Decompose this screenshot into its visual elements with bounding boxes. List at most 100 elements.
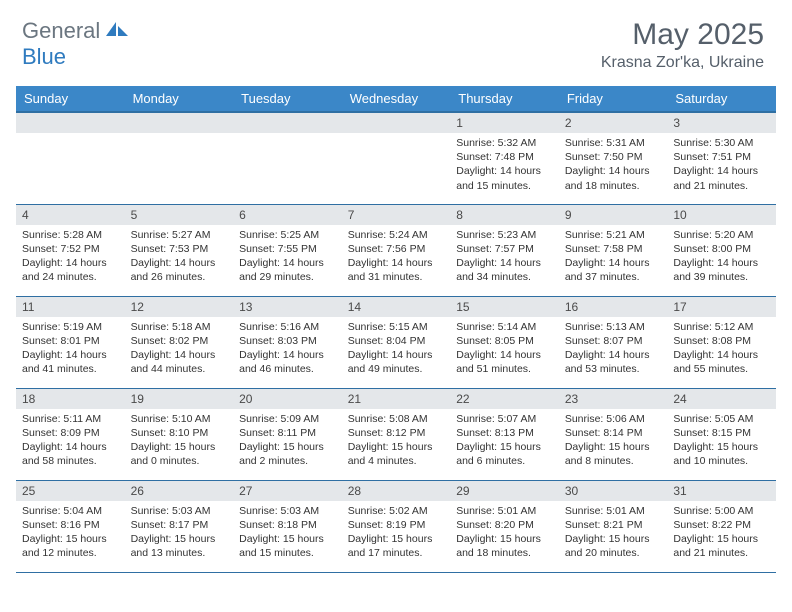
day-number: 3 bbox=[667, 113, 776, 133]
day-number: 4 bbox=[16, 205, 125, 225]
day-details: Sunrise: 5:03 AMSunset: 8:17 PMDaylight:… bbox=[125, 501, 234, 567]
day-details bbox=[16, 133, 125, 142]
day-cell: 22Sunrise: 5:07 AMSunset: 8:13 PMDayligh… bbox=[450, 388, 559, 480]
logo-text-general: General bbox=[22, 18, 100, 44]
day-details: Sunrise: 5:31 AMSunset: 7:50 PMDaylight:… bbox=[559, 133, 668, 199]
weekday-header: Friday bbox=[559, 86, 668, 112]
calendar-table: SundayMondayTuesdayWednesdayThursdayFrid… bbox=[16, 86, 776, 573]
day-details: Sunrise: 5:04 AMSunset: 8:16 PMDaylight:… bbox=[16, 501, 125, 567]
day-cell: 14Sunrise: 5:15 AMSunset: 8:04 PMDayligh… bbox=[342, 296, 451, 388]
day-number: 19 bbox=[125, 389, 234, 409]
day-cell: 21Sunrise: 5:08 AMSunset: 8:12 PMDayligh… bbox=[342, 388, 451, 480]
day-details bbox=[342, 133, 451, 142]
day-number: 15 bbox=[450, 297, 559, 317]
day-number: 29 bbox=[450, 481, 559, 501]
day-number: 17 bbox=[667, 297, 776, 317]
calendar-row: 1Sunrise: 5:32 AMSunset: 7:48 PMDaylight… bbox=[16, 112, 776, 204]
day-number: 27 bbox=[233, 481, 342, 501]
day-cell: 20Sunrise: 5:09 AMSunset: 8:11 PMDayligh… bbox=[233, 388, 342, 480]
day-details: Sunrise: 5:16 AMSunset: 8:03 PMDaylight:… bbox=[233, 317, 342, 383]
logo-blue-wrap: Blue bbox=[22, 44, 66, 70]
day-number: 30 bbox=[559, 481, 668, 501]
day-details: Sunrise: 5:14 AMSunset: 8:05 PMDaylight:… bbox=[450, 317, 559, 383]
day-number: 7 bbox=[342, 205, 451, 225]
day-cell: 3Sunrise: 5:30 AMSunset: 7:51 PMDaylight… bbox=[667, 112, 776, 204]
day-details: Sunrise: 5:03 AMSunset: 8:18 PMDaylight:… bbox=[233, 501, 342, 567]
day-cell: 12Sunrise: 5:18 AMSunset: 8:02 PMDayligh… bbox=[125, 296, 234, 388]
day-details: Sunrise: 5:27 AMSunset: 7:53 PMDaylight:… bbox=[125, 225, 234, 291]
month-title: May 2025 bbox=[601, 18, 764, 52]
day-details: Sunrise: 5:05 AMSunset: 8:15 PMDaylight:… bbox=[667, 409, 776, 475]
day-details: Sunrise: 5:00 AMSunset: 8:22 PMDaylight:… bbox=[667, 501, 776, 567]
day-number: 25 bbox=[16, 481, 125, 501]
day-number: 14 bbox=[342, 297, 451, 317]
day-cell: 15Sunrise: 5:14 AMSunset: 8:05 PMDayligh… bbox=[450, 296, 559, 388]
day-number bbox=[342, 113, 451, 133]
empty-cell bbox=[233, 112, 342, 204]
calendar-row: 18Sunrise: 5:11 AMSunset: 8:09 PMDayligh… bbox=[16, 388, 776, 480]
day-details: Sunrise: 5:11 AMSunset: 8:09 PMDaylight:… bbox=[16, 409, 125, 475]
day-number: 6 bbox=[233, 205, 342, 225]
calendar-row: 4Sunrise: 5:28 AMSunset: 7:52 PMDaylight… bbox=[16, 204, 776, 296]
day-details: Sunrise: 5:24 AMSunset: 7:56 PMDaylight:… bbox=[342, 225, 451, 291]
day-number: 12 bbox=[125, 297, 234, 317]
day-details: Sunrise: 5:13 AMSunset: 8:07 PMDaylight:… bbox=[559, 317, 668, 383]
day-number: 18 bbox=[16, 389, 125, 409]
day-details: Sunrise: 5:28 AMSunset: 7:52 PMDaylight:… bbox=[16, 225, 125, 291]
empty-cell bbox=[16, 112, 125, 204]
empty-cell bbox=[125, 112, 234, 204]
day-number: 2 bbox=[559, 113, 668, 133]
day-details: Sunrise: 5:21 AMSunset: 7:58 PMDaylight:… bbox=[559, 225, 668, 291]
day-details: Sunrise: 5:19 AMSunset: 8:01 PMDaylight:… bbox=[16, 317, 125, 383]
day-details: Sunrise: 5:01 AMSunset: 8:21 PMDaylight:… bbox=[559, 501, 668, 567]
location: Krasna Zor'ka, Ukraine bbox=[601, 54, 764, 72]
day-number: 24 bbox=[667, 389, 776, 409]
day-cell: 18Sunrise: 5:11 AMSunset: 8:09 PMDayligh… bbox=[16, 388, 125, 480]
logo-text-blue: Blue bbox=[22, 44, 66, 69]
day-cell: 29Sunrise: 5:01 AMSunset: 8:20 PMDayligh… bbox=[450, 480, 559, 572]
day-cell: 25Sunrise: 5:04 AMSunset: 8:16 PMDayligh… bbox=[16, 480, 125, 572]
day-cell: 8Sunrise: 5:23 AMSunset: 7:57 PMDaylight… bbox=[450, 204, 559, 296]
day-number: 21 bbox=[342, 389, 451, 409]
day-cell: 4Sunrise: 5:28 AMSunset: 7:52 PMDaylight… bbox=[16, 204, 125, 296]
day-cell: 11Sunrise: 5:19 AMSunset: 8:01 PMDayligh… bbox=[16, 296, 125, 388]
day-cell: 31Sunrise: 5:00 AMSunset: 8:22 PMDayligh… bbox=[667, 480, 776, 572]
day-details: Sunrise: 5:09 AMSunset: 8:11 PMDaylight:… bbox=[233, 409, 342, 475]
day-number: 1 bbox=[450, 113, 559, 133]
day-details: Sunrise: 5:32 AMSunset: 7:48 PMDaylight:… bbox=[450, 133, 559, 199]
day-number: 13 bbox=[233, 297, 342, 317]
day-number: 10 bbox=[667, 205, 776, 225]
day-number bbox=[233, 113, 342, 133]
day-details: Sunrise: 5:01 AMSunset: 8:20 PMDaylight:… bbox=[450, 501, 559, 567]
logo-sail-icon bbox=[106, 20, 128, 43]
day-number bbox=[16, 113, 125, 133]
day-details: Sunrise: 5:07 AMSunset: 8:13 PMDaylight:… bbox=[450, 409, 559, 475]
day-number: 23 bbox=[559, 389, 668, 409]
day-cell: 9Sunrise: 5:21 AMSunset: 7:58 PMDaylight… bbox=[559, 204, 668, 296]
day-details: Sunrise: 5:02 AMSunset: 8:19 PMDaylight:… bbox=[342, 501, 451, 567]
day-details: Sunrise: 5:30 AMSunset: 7:51 PMDaylight:… bbox=[667, 133, 776, 199]
header: General May 2025 Krasna Zor'ka, Ukraine bbox=[0, 0, 792, 80]
day-cell: 23Sunrise: 5:06 AMSunset: 8:14 PMDayligh… bbox=[559, 388, 668, 480]
weekday-header: Saturday bbox=[667, 86, 776, 112]
weekday-header: Wednesday bbox=[342, 86, 451, 112]
day-cell: 17Sunrise: 5:12 AMSunset: 8:08 PMDayligh… bbox=[667, 296, 776, 388]
day-details: Sunrise: 5:18 AMSunset: 8:02 PMDaylight:… bbox=[125, 317, 234, 383]
day-number: 22 bbox=[450, 389, 559, 409]
weekday-header: Thursday bbox=[450, 86, 559, 112]
day-number: 26 bbox=[125, 481, 234, 501]
day-details: Sunrise: 5:10 AMSunset: 8:10 PMDaylight:… bbox=[125, 409, 234, 475]
day-number: 31 bbox=[667, 481, 776, 501]
day-cell: 19Sunrise: 5:10 AMSunset: 8:10 PMDayligh… bbox=[125, 388, 234, 480]
day-cell: 2Sunrise: 5:31 AMSunset: 7:50 PMDaylight… bbox=[559, 112, 668, 204]
weekday-header: Sunday bbox=[16, 86, 125, 112]
day-number: 11 bbox=[16, 297, 125, 317]
day-cell: 13Sunrise: 5:16 AMSunset: 8:03 PMDayligh… bbox=[233, 296, 342, 388]
day-cell: 10Sunrise: 5:20 AMSunset: 8:00 PMDayligh… bbox=[667, 204, 776, 296]
weekday-header: Tuesday bbox=[233, 86, 342, 112]
weekday-header: Monday bbox=[125, 86, 234, 112]
day-details: Sunrise: 5:25 AMSunset: 7:55 PMDaylight:… bbox=[233, 225, 342, 291]
day-cell: 7Sunrise: 5:24 AMSunset: 7:56 PMDaylight… bbox=[342, 204, 451, 296]
title-block: May 2025 Krasna Zor'ka, Ukraine bbox=[601, 18, 764, 72]
day-cell: 24Sunrise: 5:05 AMSunset: 8:15 PMDayligh… bbox=[667, 388, 776, 480]
